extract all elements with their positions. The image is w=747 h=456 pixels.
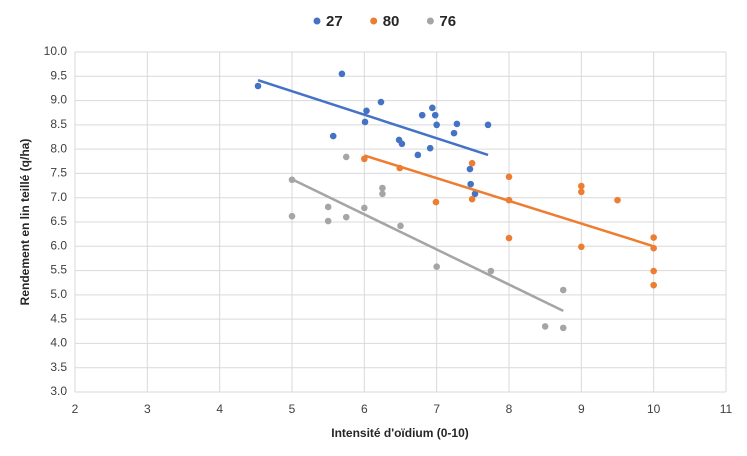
point [414,151,422,159]
y-tick-label: 3.5 [50,360,67,374]
legend-label: 27 [326,13,343,30]
point [484,121,492,129]
y-tick-label: 7.5 [50,166,67,180]
point [342,213,350,221]
point [650,281,657,289]
x-tick-label: 6 [361,402,368,416]
y-axis-title: Rendement en lin teillé (q/ha) [18,139,32,306]
point [468,195,476,203]
point [361,118,369,126]
point [429,104,436,112]
point [398,140,406,148]
y-tick-label: 5.0 [50,287,67,301]
point [450,129,458,137]
point [363,107,370,115]
y-tick-label: 8.0 [50,141,67,155]
y-tick-label: 4.5 [50,311,67,325]
point [468,159,476,167]
point [288,212,296,220]
x-tick-label: 8 [506,402,513,416]
x-tick-label: 10 [647,402,661,416]
point [342,153,350,161]
point [505,234,513,242]
trendline [291,178,564,313]
point [471,190,479,198]
x-tick-label: 5 [289,402,296,416]
point [338,70,346,78]
point [379,190,386,198]
point [431,111,439,119]
point [578,182,585,190]
point [559,286,567,294]
y-tick-label: 6.0 [50,238,67,252]
point [578,188,585,196]
x-tick-label: 7 [433,402,440,416]
point [650,234,657,241]
point [650,267,657,275]
point [453,120,461,128]
legend-label: 76 [439,13,456,30]
point [324,203,332,211]
legend-label: 80 [383,13,400,30]
y-tick-label: 4.0 [50,336,67,350]
y-tick-label: 9.5 [50,68,67,82]
point [559,324,567,332]
y-tick-label: 5.5 [50,263,67,277]
point [578,243,585,251]
x-tick-label: 3 [144,402,151,416]
x-tick-label: 9 [578,402,585,416]
point [433,121,440,129]
trendline [363,154,655,248]
point [254,82,262,90]
x-axis-title: Intensité d'oïdium (0-10) [331,426,469,440]
point [433,263,440,270]
point [466,165,474,173]
x-tick-label: 2 [72,402,79,416]
point [614,196,621,204]
point [324,217,332,225]
legend-marker [313,17,321,25]
point [418,111,426,119]
point [505,173,513,181]
point [426,144,434,152]
y-tick-label: 8.5 [50,117,67,131]
point [329,132,337,140]
x-tick-label: 4 [216,402,223,416]
legend-marker [370,17,378,25]
trendline [257,78,489,157]
point [467,180,474,188]
point [377,98,385,106]
point [361,204,368,212]
y-tick-label: 9.0 [50,93,67,107]
legend-marker [426,17,434,25]
y-tick-label: 3.0 [50,384,67,398]
point [379,184,386,192]
point [541,323,549,330]
point [487,267,495,275]
y-tick-label: 7.0 [50,190,67,204]
y-tick-label: 6.5 [50,214,67,228]
x-tick-label: 11 [720,402,733,416]
point [432,198,440,206]
y-tick-label: 10.0 [44,44,68,58]
point [397,222,404,230]
